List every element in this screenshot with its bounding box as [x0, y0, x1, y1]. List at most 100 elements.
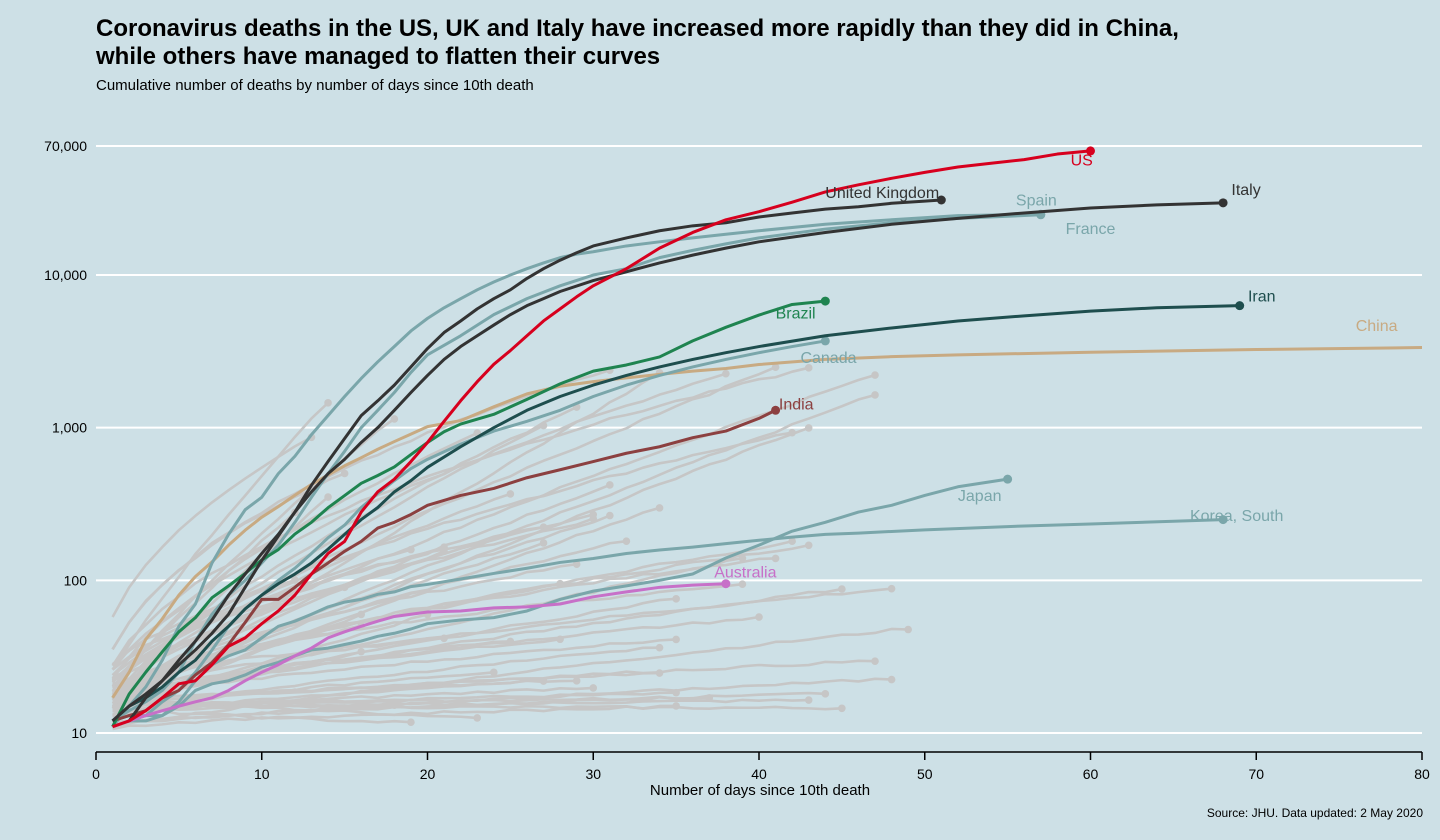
- chart-title-line-2: while others have managed to flatten the…: [96, 43, 661, 70]
- background-country-line: [111, 401, 329, 671]
- y-tick-label: 10: [71, 725, 87, 741]
- x-tick-label: 80: [1414, 766, 1430, 782]
- background-country-line: [111, 496, 329, 701]
- series-labels: China Canada France Spain Korea, South Japan A…: [714, 153, 1397, 582]
- background-country-line: [111, 431, 793, 677]
- x-tick-label: 0: [92, 766, 100, 782]
- series-line-india: [112, 408, 777, 723]
- x-tick-label: 70: [1248, 766, 1264, 782]
- series-line-united-kingdom: [127, 198, 942, 722]
- background-country-endpoint: [622, 537, 631, 545]
- series-endpoint-us: [1086, 146, 1095, 156]
- background-country-endpoint: [539, 539, 548, 547]
- background-country-endpoint: [755, 613, 763, 621]
- background-country-endpoint: [589, 684, 598, 692]
- series-label-korea-south: Korea, South: [1190, 508, 1283, 525]
- series-endpoint-india: [771, 405, 781, 415]
- background-country-endpoint: [672, 595, 680, 603]
- background-country-endpoint: [804, 541, 813, 550]
- background-country-line: [112, 678, 544, 718]
- background-country-endpoint: [655, 643, 664, 652]
- x-axis-label: Number of days since 10th death: [649, 782, 871, 799]
- series-line-australia: [112, 582, 726, 729]
- x-tick-label: 20: [420, 766, 436, 782]
- background-country-line: [112, 704, 677, 731]
- series-line-france: [111, 213, 1041, 723]
- background-country-line: [112, 698, 809, 713]
- background-country-endpoint: [904, 625, 912, 634]
- background-country-endpoint: [771, 363, 780, 371]
- background-country-endpoint: [324, 493, 332, 501]
- series-endpoint-italy: [1218, 198, 1228, 208]
- chart-subtitle: Cumulative number of deaths by number of…: [96, 77, 534, 94]
- series-label-canada: Canada: [800, 350, 856, 367]
- background-country-endpoint: [887, 584, 896, 593]
- series-label-united-kingdom: United Kingdom: [825, 185, 939, 202]
- source-note: Source: JHU. Data updated: 2 May 2020: [1206, 806, 1423, 820]
- background-country-endpoint: [606, 481, 614, 489]
- series-line-italy: [111, 201, 1224, 723]
- background-country-endpoint: [871, 391, 879, 399]
- series-label-australia: Australia: [714, 565, 776, 582]
- x-tick-label: 60: [1083, 766, 1099, 782]
- background-country-endpoint: [324, 399, 332, 407]
- series-endpoint-japan: [1003, 474, 1013, 484]
- series-line-japan: [112, 477, 1008, 729]
- y-tick-label: 10,000: [44, 267, 87, 283]
- background-country-line: [112, 597, 677, 698]
- background-country-endpoint: [771, 554, 780, 563]
- background-country-line: [111, 371, 661, 705]
- background-country-endpoint: [655, 504, 664, 512]
- series-label-brazil: Brazil: [776, 305, 816, 322]
- series-label-china: China: [1356, 318, 1398, 335]
- background-country-endpoint: [887, 675, 896, 684]
- x-axis: 0 10 20 30 40 50 60 70 80: [92, 751, 1430, 782]
- series-endpoint-australia: [721, 579, 731, 589]
- background-country-endpoint: [672, 635, 680, 644]
- series-endpoint-iran: [1235, 301, 1245, 311]
- x-tick-label: 50: [917, 766, 933, 782]
- background-country-line: [112, 426, 810, 699]
- series-label-iran: Iran: [1248, 289, 1276, 306]
- background-country-endpoint: [871, 371, 879, 379]
- series-line-iran: [111, 304, 1240, 723]
- y-tick-label: 1,000: [52, 420, 87, 436]
- background-country-endpoint: [340, 469, 349, 478]
- background-country-line: [112, 638, 677, 699]
- background-country-line: [112, 677, 892, 726]
- background-country-line: [111, 366, 810, 667]
- series-endpoint-korea-south: [1218, 515, 1228, 525]
- background-country-endpoint: [539, 421, 548, 430]
- background-country-line: [111, 373, 876, 683]
- series-label-us: US: [1071, 153, 1093, 170]
- background-country-endpoint: [738, 580, 747, 589]
- series-endpoint-united-kingdom: [936, 195, 946, 205]
- background-country-endpoint: [407, 718, 415, 727]
- background-country-endpoint: [606, 511, 614, 520]
- series-line-china: [111, 346, 1423, 699]
- background-country-endpoint: [473, 714, 482, 722]
- background-country-line: [111, 393, 876, 710]
- background-country-endpoint: [506, 490, 515, 498]
- background-country-endpoint: [589, 510, 598, 519]
- series-label-spain: Spain: [1016, 193, 1057, 210]
- background-country-line: [111, 436, 313, 618]
- background-country-endpoint: [804, 364, 813, 372]
- background-country-endpoint: [788, 537, 796, 546]
- background-country-endpoint: [722, 369, 730, 378]
- highlighted-series: [111, 146, 1423, 729]
- series-endpoint-brazil: [820, 296, 830, 306]
- x-tick-label: 10: [254, 766, 270, 782]
- x-tick-label: 30: [585, 766, 601, 782]
- chart-title: Coronavirus deaths in the US, UK and Ita…: [96, 15, 1396, 71]
- background-country-endpoint: [804, 696, 813, 704]
- background-country-endpoint: [672, 702, 680, 710]
- y-tick-label: 100: [64, 572, 88, 588]
- background-country-endpoint: [572, 677, 581, 685]
- chart-title-line-1: Coronavirus deaths in the US, UK and Ita…: [96, 15, 1179, 42]
- series-label-india: India: [779, 396, 814, 413]
- background-country-endpoint: [490, 668, 498, 677]
- background-country-endpoint: [871, 657, 879, 665]
- x-tick-label: 40: [751, 766, 767, 782]
